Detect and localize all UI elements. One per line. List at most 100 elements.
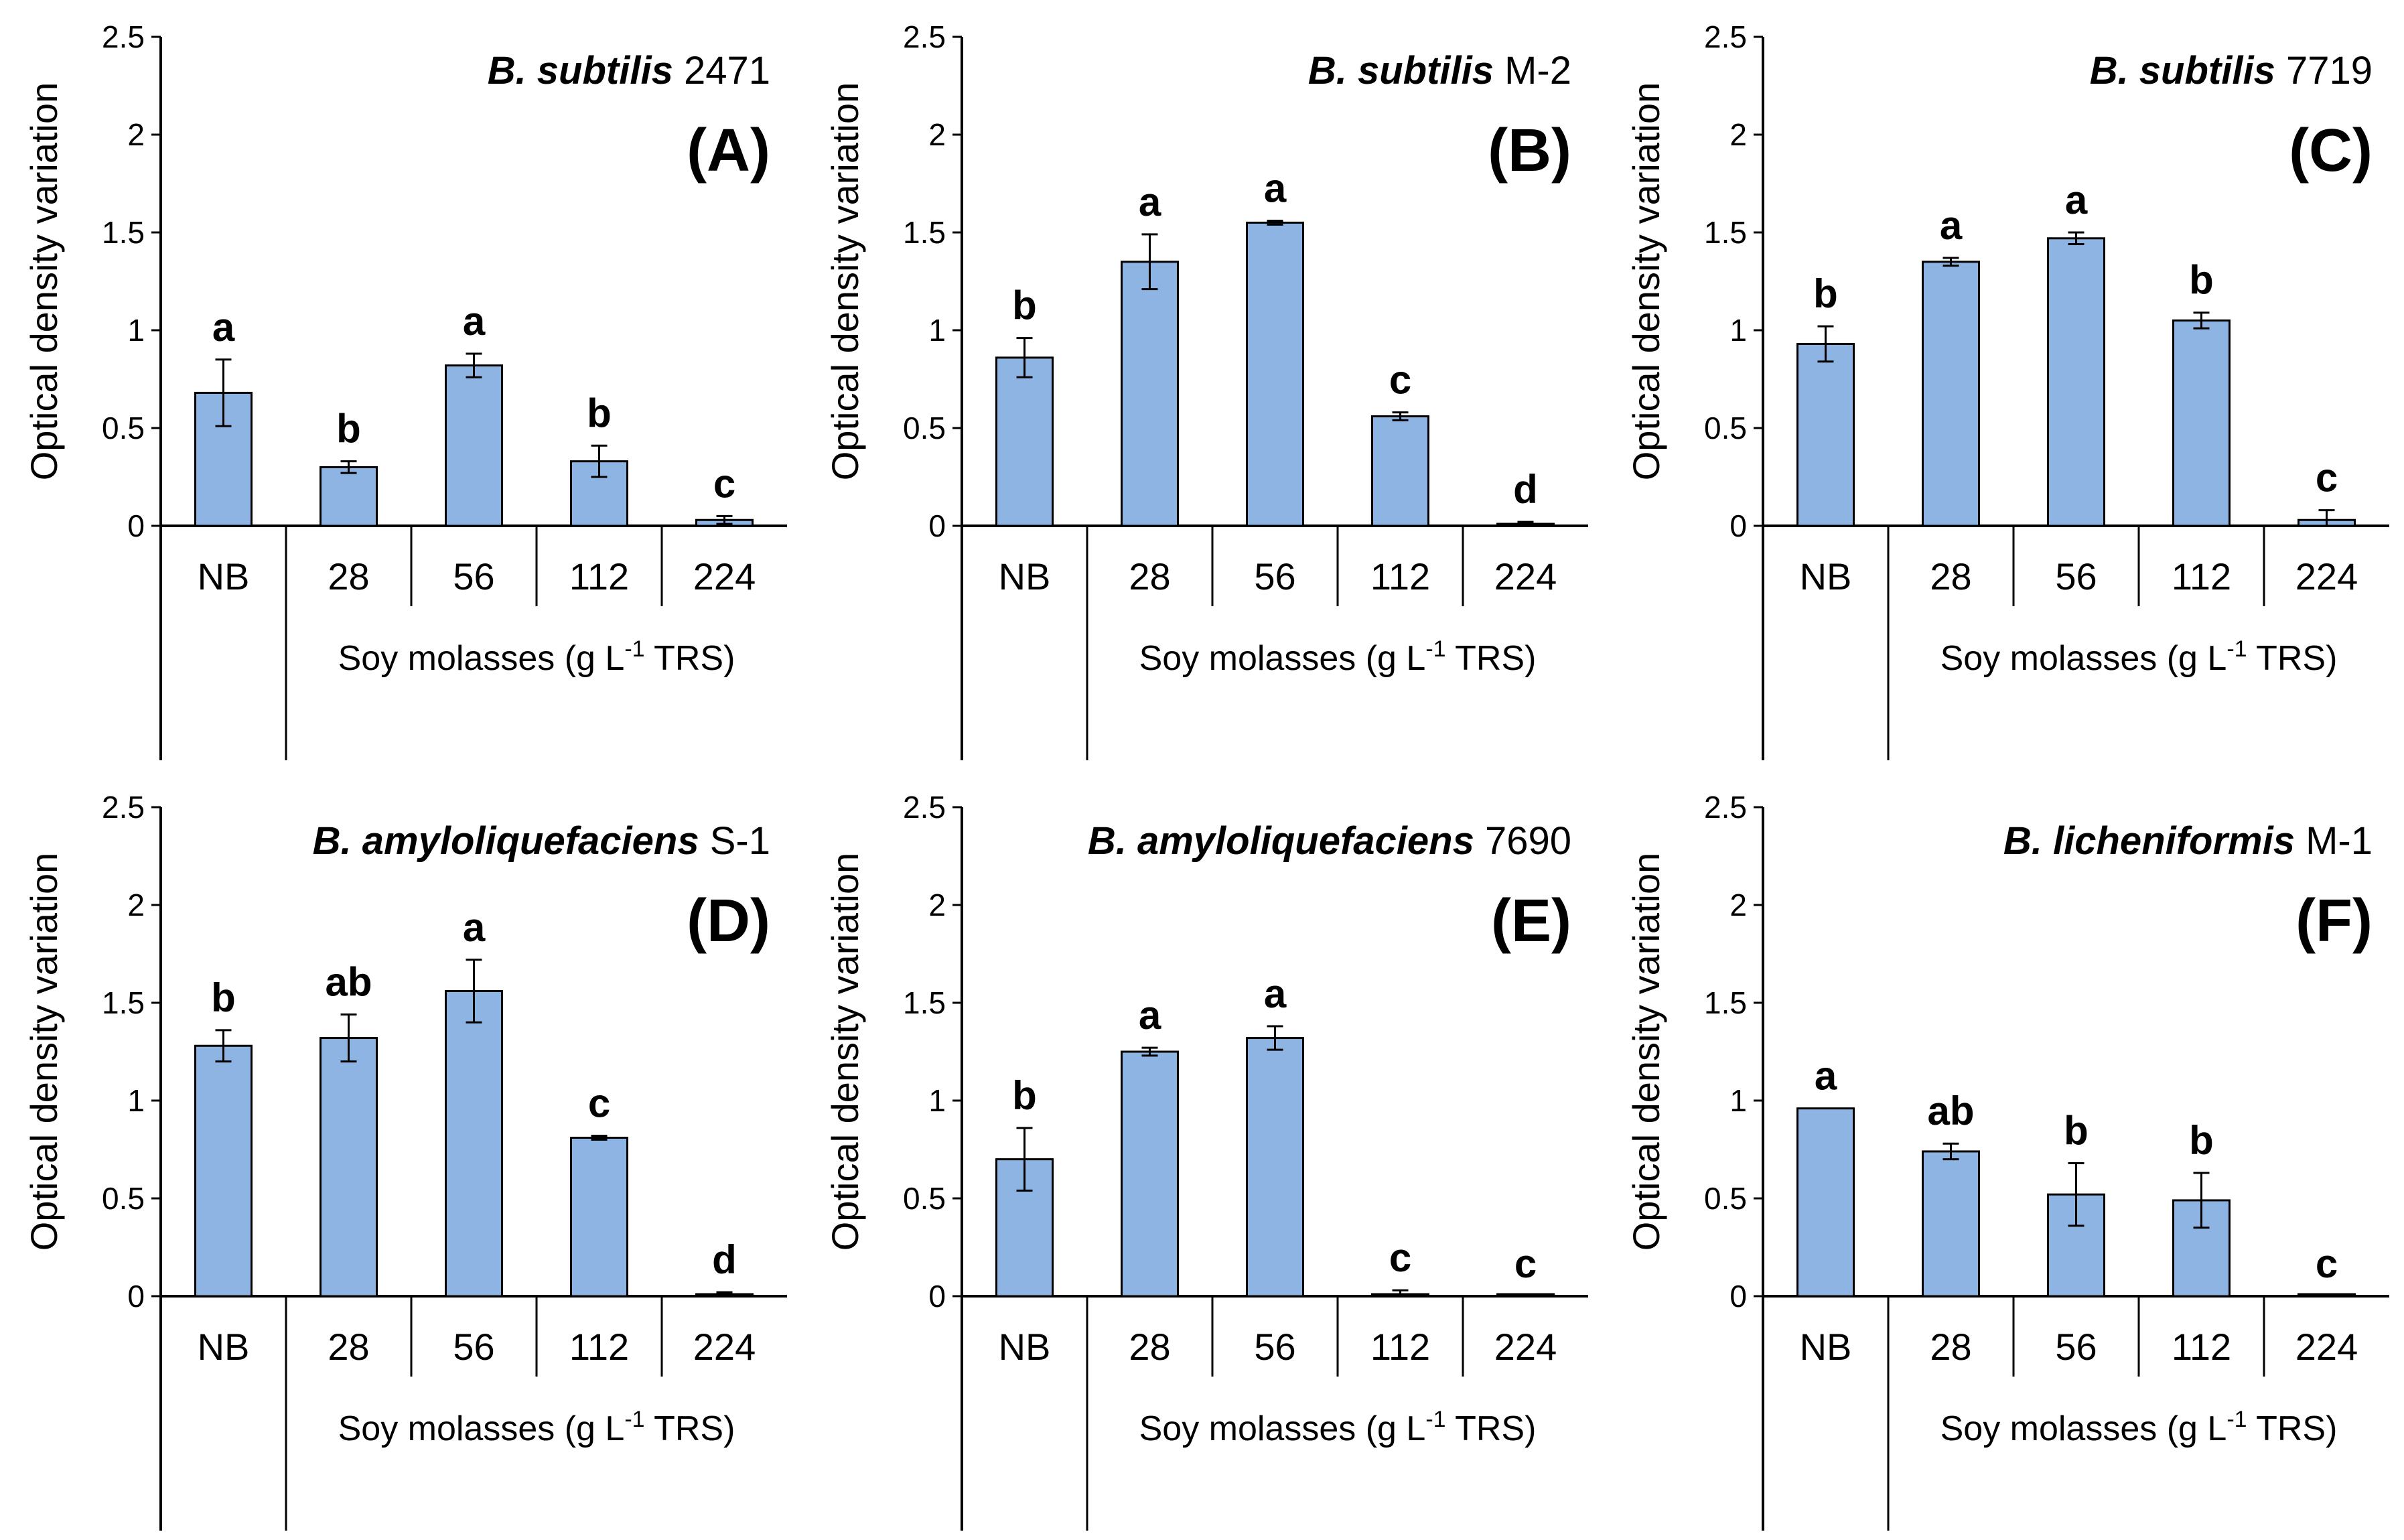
significance-letter: c bbox=[588, 1081, 610, 1126]
y-tick-label: 0.5 bbox=[903, 1181, 946, 1216]
panel-b: 0 0.5 1 1.5 2 2.5 Optical density variation b NB… bbox=[824, 19, 1588, 760]
y-tick-label: 0.5 bbox=[102, 411, 145, 445]
y-tick-label: 2.5 bbox=[102, 19, 145, 54]
panel-a: 0 0.5 1 1.5 2 2.5 Optical density variation a NB… bbox=[23, 19, 787, 760]
significance-letter: d bbox=[712, 1237, 737, 1282]
category-label: 56 bbox=[453, 1326, 494, 1368]
significance-letter: a bbox=[212, 305, 235, 350]
x-axis-title: Soy molasses (g L-1 TRS) bbox=[1940, 1407, 2338, 1448]
significance-letter: b bbox=[1012, 283, 1037, 328]
y-tick-label: 2 bbox=[1729, 117, 1747, 152]
category-label: 112 bbox=[2172, 555, 2231, 598]
y-tick-label: 1.5 bbox=[903, 215, 946, 250]
y-tick-label: 0.5 bbox=[1704, 411, 1747, 445]
category-label: NB bbox=[198, 555, 250, 598]
y-tick-label: 1.5 bbox=[102, 215, 145, 250]
y-tick-label: 2 bbox=[928, 888, 946, 922]
category-label: 28 bbox=[1930, 555, 1971, 598]
significance-letter: b bbox=[336, 407, 361, 451]
y-tick-label: 0 bbox=[127, 508, 145, 543]
y-tick-label: 1.5 bbox=[102, 985, 145, 1020]
category-label: 28 bbox=[328, 1326, 369, 1368]
significance-letter: b bbox=[2064, 1108, 2089, 1153]
bar bbox=[1246, 221, 1304, 527]
y-axis-title: Optical density variation bbox=[23, 82, 65, 481]
category-label: NB bbox=[198, 1326, 250, 1368]
category-label: 112 bbox=[2172, 1326, 2231, 1368]
panel-c: 0 0.5 1 1.5 2 2.5 Optical density variation b NB… bbox=[1625, 19, 2389, 760]
significance-letter: d bbox=[1513, 467, 1538, 512]
y-tick-label: 2.5 bbox=[903, 790, 946, 825]
significance-letter: b bbox=[2189, 258, 2214, 303]
y-tick-label: 1.5 bbox=[903, 985, 946, 1020]
bar bbox=[1922, 261, 1980, 527]
y-tick-label: 0 bbox=[127, 1279, 145, 1314]
bar bbox=[995, 356, 1054, 527]
bar bbox=[445, 989, 503, 1298]
category-label: 224 bbox=[693, 555, 756, 598]
significance-letter: c bbox=[2316, 456, 2338, 500]
bar bbox=[1796, 1107, 1855, 1298]
bar bbox=[2172, 1199, 2231, 1298]
category-label: 112 bbox=[569, 1326, 629, 1368]
y-tick-label: 0.5 bbox=[903, 411, 946, 445]
bar bbox=[1121, 1050, 1179, 1298]
strain-name: B. amyloliquefaciens 7690 bbox=[1088, 819, 1571, 863]
significance-letter: c bbox=[713, 461, 735, 506]
bar bbox=[2047, 237, 2105, 527]
significance-letter: a bbox=[1139, 180, 1161, 224]
significance-letter: a bbox=[1264, 971, 1287, 1016]
significance-letter: b bbox=[1012, 1073, 1037, 1118]
significance-letter: b bbox=[2189, 1118, 2214, 1163]
category-label: 224 bbox=[693, 1326, 756, 1368]
y-tick-label: 1.5 bbox=[1704, 985, 1747, 1020]
bar bbox=[445, 364, 503, 527]
significance-letter: a bbox=[1815, 1054, 1837, 1099]
bar bbox=[1496, 1293, 1555, 1298]
y-tick-label: 0.5 bbox=[102, 1181, 145, 1216]
y-tick-label: 1.5 bbox=[1704, 215, 1747, 250]
category-label: 56 bbox=[2055, 555, 2097, 598]
y-tick-label: 1 bbox=[928, 1083, 946, 1118]
bar bbox=[320, 1037, 378, 1298]
panel-label: (E) bbox=[1491, 888, 1571, 955]
category-label: 56 bbox=[453, 555, 494, 598]
bar bbox=[194, 1044, 253, 1298]
significance-letter: a bbox=[2065, 178, 2088, 222]
category-label: 112 bbox=[1370, 1326, 1430, 1368]
category-label: 28 bbox=[1129, 555, 1170, 598]
y-axis-title: Optical density variation bbox=[1625, 853, 1667, 1251]
category-label: NB bbox=[1800, 555, 1852, 598]
category-label: 28 bbox=[1930, 1326, 1971, 1368]
bar bbox=[1121, 261, 1179, 527]
significance-letter: c bbox=[2316, 1241, 2338, 1286]
category-label: 112 bbox=[1370, 555, 1430, 598]
x-axis-title: Soy molasses (g L-1 TRS) bbox=[338, 636, 735, 678]
category-label: 56 bbox=[2055, 1326, 2097, 1368]
significance-letter: a bbox=[463, 299, 486, 344]
y-axis-title: Optical density variation bbox=[1625, 82, 1667, 481]
bar bbox=[1371, 415, 1429, 527]
y-tick-label: 2.5 bbox=[903, 19, 946, 54]
y-axis-title: Optical density variation bbox=[23, 853, 65, 1251]
significance-letter: c bbox=[1514, 1241, 1537, 1286]
panel-label: (D) bbox=[687, 888, 770, 955]
y-tick-label: 2 bbox=[1729, 888, 1747, 922]
y-tick-label: 1 bbox=[1729, 313, 1747, 348]
bar bbox=[2172, 319, 2231, 527]
y-axis-title: Optical density variation bbox=[824, 853, 866, 1251]
category-label: 112 bbox=[569, 555, 629, 598]
y-tick-label: 1 bbox=[127, 1083, 145, 1118]
significance-letter: ab bbox=[325, 960, 372, 1005]
category-label: NB bbox=[999, 1326, 1051, 1368]
y-tick-label: 1 bbox=[127, 313, 145, 348]
panel-label: (A) bbox=[687, 117, 770, 184]
strain-name: B. licheniformis M-1 bbox=[2003, 819, 2373, 863]
strain-name: B. subtilis M-2 bbox=[1308, 49, 1571, 92]
category-label: 28 bbox=[328, 555, 369, 598]
significance-letter: a bbox=[1940, 203, 1963, 248]
x-axis-title: Soy molasses (g L-1 TRS) bbox=[1139, 1407, 1537, 1448]
y-tick-label: 2.5 bbox=[1704, 790, 1747, 825]
panel-f: 0 0.5 1 1.5 2 2.5 Optical density variation a NB… bbox=[1625, 790, 2389, 1531]
y-axis-title: Optical density variation bbox=[824, 82, 866, 481]
